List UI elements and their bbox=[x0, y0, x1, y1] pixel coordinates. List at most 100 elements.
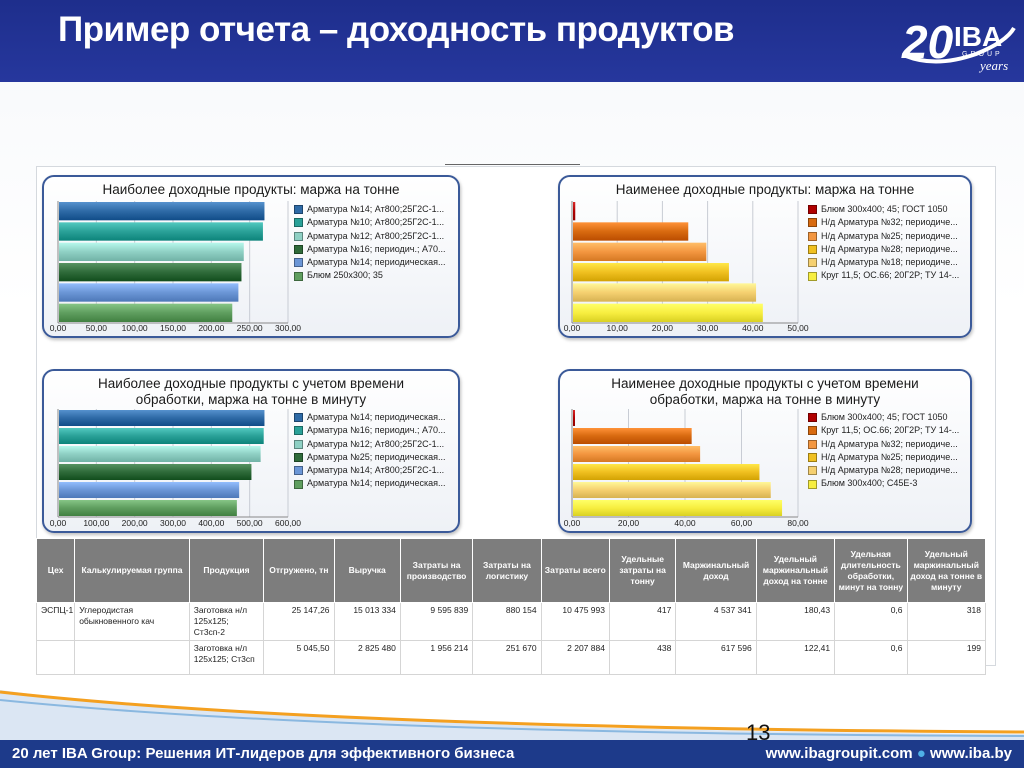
legend-swatch bbox=[294, 479, 303, 489]
x-tick-label: 0,00 bbox=[50, 518, 67, 528]
table-cell bbox=[74, 640, 190, 675]
x-tick-label: 0,00 bbox=[50, 323, 67, 333]
bar bbox=[573, 283, 757, 302]
chart-plot: 0,00 10,00 20,00 30,00 40,00 50,00 bbox=[564, 201, 809, 333]
x-tick-label: 20,00 bbox=[618, 518, 640, 528]
table-header-cell: Отгружено, тн bbox=[263, 538, 335, 603]
x-tick-label: 300,00 bbox=[275, 323, 301, 333]
x-tick-label: 100,00 bbox=[122, 323, 148, 333]
legend-label: Круг 11,5; ОС.66; 20Г2Р; ТУ 14-... bbox=[821, 270, 960, 281]
legend-swatch bbox=[808, 205, 817, 215]
table-header-cell: Удельные затраты на тонну bbox=[608, 538, 677, 603]
table-cell: 10 475 993 bbox=[540, 602, 610, 641]
chart-legend: Блюм 300x400; 45; ГОСТ 1050 Круг 11,5; ОС… bbox=[808, 411, 988, 491]
legend-item: Н/д Арматура №25; периодиче... bbox=[808, 451, 988, 464]
iba-logo: 20 IBA GROUP years bbox=[901, 16, 1016, 73]
legend-item: Н/д Арматура №25; периодиче... bbox=[808, 230, 988, 243]
bar bbox=[573, 242, 707, 261]
table-header-cell: Затраты всего bbox=[540, 538, 610, 603]
table-cell: 617 596 bbox=[675, 640, 757, 675]
profitability-table: Цех Калькулируемая группа Продукция Отгруже… bbox=[35, 538, 987, 675]
legend-label: Н/д Арматура №28; периодиче... bbox=[821, 243, 958, 254]
x-tick-label: 150,00 bbox=[160, 323, 186, 333]
legend-swatch bbox=[808, 426, 817, 436]
chart-plot: 0,00 100,00 200,00 300,00 400,00 500,00 600,00 bbox=[50, 409, 301, 528]
chart-title: Наименее доходные продукты: маржа на тон… bbox=[615, 182, 915, 197]
legend-label: Н/д Арматура №28; периодиче... bbox=[821, 465, 958, 476]
legend-label: Н/д Арматура №25; периодиче... bbox=[821, 451, 958, 462]
legend-swatch bbox=[808, 271, 817, 281]
legend-item: Н/д Арматура №28; периодиче... bbox=[808, 464, 988, 477]
x-tick-label: 0,00 bbox=[564, 518, 581, 528]
table-header-row: Цех Калькулируемая группа Продукция Отгруже… bbox=[35, 538, 987, 603]
legend-item: Круг 11,5; ОС.66; 20Г2Р; ТУ 14-... bbox=[808, 424, 988, 437]
legend-label: Арматура №14; Ат800;25Г2С-1... bbox=[307, 204, 445, 214]
table-body: ЭСПЦ-1 Углеродистая обыкновенного кач Заго… bbox=[35, 602, 987, 675]
divider-line bbox=[445, 164, 580, 165]
legend-item: Арматура №16; периодич.; А70... bbox=[294, 424, 474, 437]
footer-bar bbox=[0, 740, 1024, 768]
table-header-cell: Цех bbox=[35, 538, 76, 603]
logo-brand: IBA bbox=[954, 21, 1002, 52]
x-tick-label: 100,00 bbox=[83, 518, 109, 528]
table-header-cell: Маржинальный доход bbox=[675, 538, 757, 603]
x-tick-label: 40,00 bbox=[742, 323, 764, 333]
x-tick-label: 300,00 bbox=[160, 518, 186, 528]
table-cell: Углеродистая обыкновенного кач bbox=[74, 602, 190, 641]
legend-swatch bbox=[808, 439, 817, 449]
bar bbox=[59, 428, 264, 444]
bar bbox=[59, 283, 239, 302]
chart-panel-most-profitable: Наиболее доходные продукты: маржа на тон… bbox=[42, 175, 460, 338]
chart-legend: Блюм 300x400; 45; ГОСТ 1050 Н/д Арматура … bbox=[808, 203, 988, 283]
x-tick-label: 40,00 bbox=[674, 518, 696, 528]
table-cell: 0,6 bbox=[834, 640, 908, 675]
legend-swatch bbox=[294, 413, 303, 423]
legend-swatch bbox=[808, 218, 817, 228]
table-cell: Заготовка н/л 125x125; Ст3сп bbox=[188, 640, 265, 675]
bar bbox=[573, 482, 771, 498]
legend-swatch bbox=[808, 413, 817, 423]
x-tick-label: 200,00 bbox=[198, 323, 224, 333]
bar bbox=[573, 428, 692, 444]
legend-item: Арматура №16; периодич.; А70... bbox=[294, 243, 474, 256]
bar bbox=[573, 222, 689, 241]
table-header-cell: Калькулируемая группа bbox=[74, 538, 190, 603]
table-cell: 2 207 884 bbox=[540, 640, 610, 675]
legend-swatch bbox=[294, 453, 303, 463]
legend-label: Арматура №12; Ат800;25Г2С-1... bbox=[307, 438, 445, 449]
legend-label: Круг 11,5; ОС.66; 20Г2Р; ТУ 14-... bbox=[821, 425, 960, 436]
bar bbox=[573, 263, 729, 282]
table-cell: 880 154 bbox=[472, 602, 542, 641]
table-cell: 1 956 214 bbox=[399, 640, 474, 675]
legend-item: Н/д Арматура №32; периодиче... bbox=[808, 438, 988, 451]
chart-title: Наиболее доходные продукты: маржа на тон… bbox=[102, 182, 400, 197]
legend-label: Н/д Арматура №32; периодиче... bbox=[821, 217, 958, 228]
legend-swatch bbox=[294, 258, 303, 268]
bar bbox=[573, 303, 763, 322]
x-tick-label: 400,00 bbox=[198, 518, 224, 528]
x-tick-label: 200,00 bbox=[122, 518, 148, 528]
footer-link-ibagroupit[interactable]: www.ibagroupit.com bbox=[765, 745, 913, 762]
table-cell: 251 670 bbox=[472, 640, 542, 675]
bar bbox=[59, 303, 233, 322]
chart-title: Наиболее доходные продукты с учетом врем… bbox=[98, 376, 404, 407]
legend-swatch bbox=[294, 245, 303, 255]
chart-legend: Арматура №14; периодическая... Арматура №… bbox=[294, 411, 474, 491]
x-tick-label: 50,00 bbox=[86, 323, 108, 333]
legend-swatch bbox=[808, 453, 817, 463]
chart-title: Наименее доходные продукты с учетом врем… bbox=[611, 376, 919, 407]
legend-label: Н/д Арматура №32; периодиче... bbox=[821, 438, 958, 449]
legend-item: Арматура №14; периодическая... bbox=[294, 256, 474, 269]
legend-label: Блюм 300x400; 45; ГОСТ 1050 bbox=[821, 412, 948, 422]
legend-label: Блюм 300x400; 45; ГОСТ 1050 bbox=[821, 204, 948, 214]
x-tick-label: 0,00 bbox=[564, 323, 581, 333]
chart-legend: Арматура №14; Ат800;25Г2С-1... Арматура №… bbox=[294, 203, 474, 283]
table-cell: 122,41 bbox=[755, 640, 836, 675]
footer-link-ibaby[interactable]: www.iba.by bbox=[930, 745, 1012, 762]
legend-swatch bbox=[294, 231, 303, 241]
x-tick-label: 20,00 bbox=[652, 323, 674, 333]
bar bbox=[59, 500, 237, 516]
title-bar bbox=[0, 0, 1024, 82]
table-cell: 199 bbox=[906, 640, 987, 675]
logo-years: years bbox=[978, 58, 1008, 73]
